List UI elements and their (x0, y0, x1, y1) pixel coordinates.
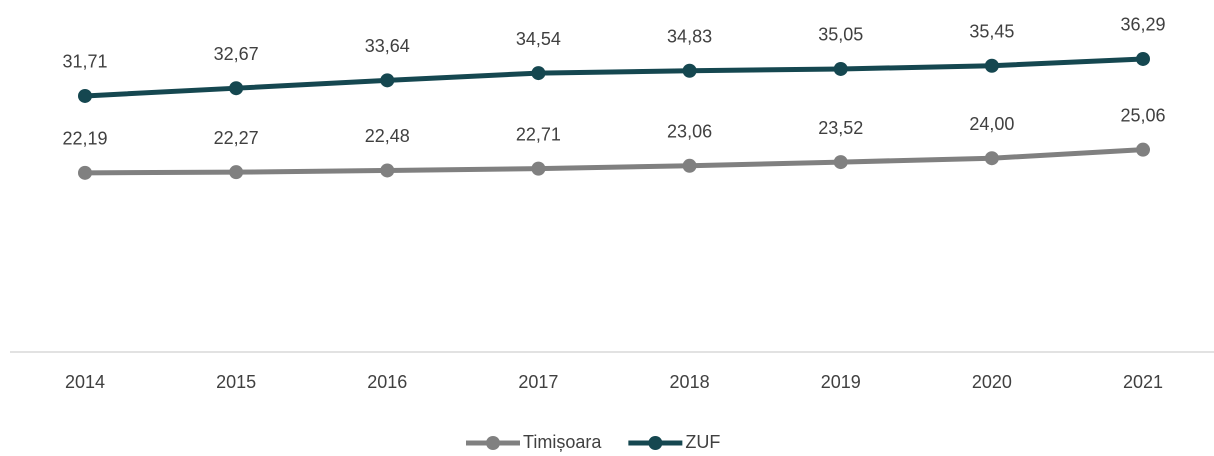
x-tick-label: 2018 (670, 372, 710, 392)
x-tick-label: 2019 (821, 372, 861, 392)
data-label: 35,45 (969, 21, 1014, 41)
data-label: 33,64 (365, 36, 410, 56)
x-tick-label: 2016 (367, 372, 407, 392)
point (682, 63, 697, 78)
legend-label: ZUF (685, 432, 720, 452)
point (380, 163, 395, 178)
point (984, 151, 999, 166)
point (984, 58, 999, 73)
data-label: 31,71 (62, 52, 107, 72)
legend-marker (648, 436, 663, 450)
data-label: 34,83 (667, 26, 712, 46)
point (1136, 142, 1150, 157)
point (78, 88, 92, 103)
point (78, 165, 92, 180)
data-label: 36,29 (1120, 15, 1165, 35)
point (833, 155, 848, 170)
legend-label: Timișoara (523, 432, 602, 452)
x-tick-label: 2015 (216, 372, 256, 392)
data-label: 32,67 (214, 44, 259, 64)
data-label: 25,06 (1120, 105, 1165, 125)
point (1136, 51, 1150, 66)
data-label: 22,71 (516, 124, 561, 144)
point (833, 61, 848, 76)
x-tick-label: 2017 (518, 372, 558, 392)
point (531, 66, 546, 81)
point (380, 73, 395, 88)
data-label: 35,05 (818, 25, 863, 45)
x-tick-label: 2020 (972, 372, 1012, 392)
point (682, 158, 697, 173)
point (229, 81, 244, 96)
data-label: 23,06 (667, 122, 712, 142)
point (229, 165, 244, 180)
data-label: 22,48 (365, 126, 410, 146)
x-tick-label: 2021 (1123, 372, 1163, 392)
series-line (84, 56, 1144, 99)
data-label: 34,54 (516, 29, 561, 49)
point (531, 161, 546, 176)
data-label: 24,00 (969, 114, 1014, 134)
series-line (84, 147, 1144, 176)
data-label: 22,19 (62, 129, 107, 149)
legend-marker (486, 436, 500, 450)
x-tick-label: 2014 (65, 372, 105, 392)
data-label: 22,27 (214, 128, 259, 148)
data-label: 23,52 (818, 118, 863, 138)
